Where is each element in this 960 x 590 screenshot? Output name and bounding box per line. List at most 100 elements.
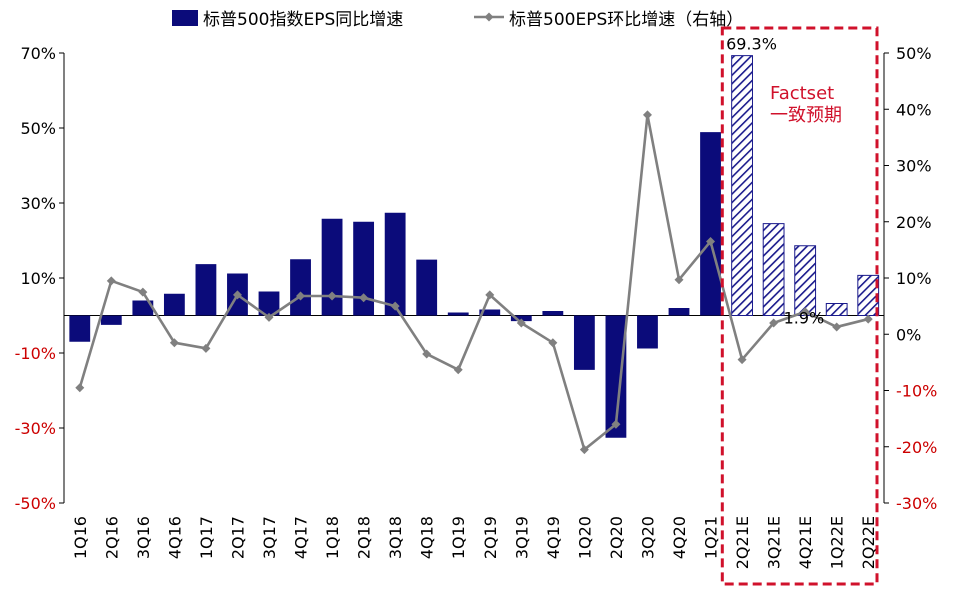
right-tick-label: 20%	[896, 213, 932, 232]
bar-3Q21E	[762, 223, 785, 316]
right-tick-label: 10%	[896, 269, 932, 288]
bar-1Q17	[195, 264, 217, 316]
bar-3Q19	[510, 315, 532, 322]
x-tick-label-3Q19: 3Q19	[512, 516, 531, 559]
left-tick-label: 70%	[20, 44, 56, 63]
point-4Q17	[296, 291, 306, 301]
point-2Q20	[611, 419, 621, 429]
factset-label-line: Factset	[770, 83, 834, 104]
left-tick-label: 10%	[20, 269, 56, 288]
right-tick-label: 40%	[896, 100, 932, 119]
x-tick-label-2Q21E: 2Q21E	[733, 516, 752, 569]
line-series	[75, 110, 873, 455]
x-tick-label-2Q16: 2Q16	[102, 516, 121, 559]
right-tick-label: -20%	[896, 438, 937, 457]
point-1Q22E	[832, 322, 842, 332]
factset-label-line: 一致预期	[770, 105, 842, 126]
point-3Q19	[516, 318, 526, 328]
bar-2Q18	[353, 221, 375, 316]
x-tick-label-4Q20: 4Q20	[670, 516, 689, 559]
x-tick-label-2Q17: 2Q17	[228, 516, 247, 559]
left-tick-label: -30%	[15, 419, 56, 438]
x-tick-label-2Q18: 2Q18	[355, 516, 374, 559]
bar-4Q20	[668, 308, 690, 316]
left-tick-label: -50%	[15, 494, 56, 513]
x-tick-label-1Q17: 1Q17	[197, 516, 216, 559]
right-tick-label: 30%	[896, 157, 932, 176]
x-tick-label-2Q20: 2Q20	[607, 516, 626, 559]
x-tick-label-3Q21E: 3Q21E	[765, 516, 784, 569]
legend: 标普500指数EPS同比增速 标普500EPS环比增速（右轴）	[172, 10, 743, 30]
bar-4Q16	[163, 293, 185, 316]
bar-3Q18	[384, 212, 406, 316]
right-tick-label: -10%	[896, 382, 937, 401]
right-tick-label: 0%	[896, 325, 921, 344]
point-1Q19	[453, 365, 463, 375]
bar-2Q20	[605, 315, 627, 438]
point-1Q21	[706, 236, 716, 246]
legend-line-label: 标普500EPS环比增速（右轴）	[509, 10, 743, 30]
point-3Q18	[390, 301, 400, 311]
point-2Q17	[232, 290, 242, 300]
bar-4Q21E	[794, 245, 817, 316]
point-2Q19	[485, 290, 495, 300]
label-2Q21E: 69.3%	[726, 35, 777, 54]
x-tick-label-1Q20: 1Q20	[575, 516, 594, 559]
legend-bar-swatch	[172, 10, 198, 26]
point-2Q18	[359, 293, 369, 303]
x-axis-labels: 1Q16 2Q16 3Q16 4Q16 1Q17 2Q17 3Q17 4Q17 1Q18 2Q18…	[71, 516, 878, 569]
point-4Q20	[674, 275, 684, 285]
legend-line-marker	[484, 12, 494, 22]
x-tick-label-4Q17: 4Q17	[292, 516, 311, 559]
x-tick-label-3Q18: 3Q18	[386, 516, 405, 559]
point-1Q18	[327, 291, 337, 301]
bar-2Q21E	[731, 55, 753, 316]
point-3Q20	[642, 110, 652, 120]
axes: 70% 50% 30% 10% -10% -30% -50% 50% 40% 30% 20% 10% 0…	[15, 44, 938, 513]
point-2Q16	[106, 276, 116, 286]
left-tick-label: 50%	[20, 119, 56, 138]
point-4Q19	[548, 338, 558, 348]
x-tick-label-1Q19: 1Q19	[449, 516, 468, 559]
x-tick-label-2Q19: 2Q19	[481, 516, 500, 559]
left-tick-label: 30%	[20, 194, 56, 213]
bar-3Q17	[258, 291, 280, 316]
bar-3Q20	[637, 315, 658, 349]
x-tick-label-1Q21: 1Q21	[702, 516, 721, 559]
x-tick-label-3Q17: 3Q17	[260, 516, 279, 559]
x-tick-label-2Q22E: 2Q22E	[859, 516, 878, 569]
x-tick-label-4Q16: 4Q16	[165, 516, 184, 559]
bar-1Q19	[447, 312, 469, 316]
bar-3Q16	[132, 300, 154, 316]
bar-1Q22E	[825, 303, 848, 316]
x-tick-label-1Q18: 1Q18	[323, 516, 342, 559]
legend-bar-label: 标普500指数EPS同比增速	[203, 10, 403, 30]
right-tick-label: 50%	[896, 44, 932, 63]
point-3Q17	[264, 312, 274, 322]
x-tick-label-1Q22E: 1Q22E	[828, 516, 847, 569]
x-tick-label-4Q18: 4Q18	[418, 516, 437, 559]
bar-1Q18	[321, 218, 343, 316]
point-1Q16	[75, 383, 85, 393]
bar-2Q16	[100, 315, 122, 325]
point-4Q18	[422, 349, 432, 359]
bar-4Q17	[290, 259, 311, 316]
x-tick-label-3Q20: 3Q20	[638, 516, 657, 559]
point-4Q16	[169, 338, 179, 348]
bar-1Q20	[573, 315, 595, 370]
bar-1Q16	[69, 315, 91, 342]
point-1Q17	[201, 343, 211, 353]
left-tick-label: -10%	[15, 344, 56, 363]
bar-1Q21	[700, 132, 721, 316]
point-3Q21E	[769, 318, 779, 328]
bar-series	[69, 55, 880, 438]
bar-4Q18	[416, 259, 438, 316]
point-2Q22E	[863, 314, 873, 324]
x-tick-label-4Q19: 4Q19	[544, 516, 563, 559]
qoq-growth-line	[78, 113, 869, 451]
point-1Q20	[579, 445, 589, 455]
x-tick-label-4Q21E: 4Q21E	[796, 516, 815, 569]
